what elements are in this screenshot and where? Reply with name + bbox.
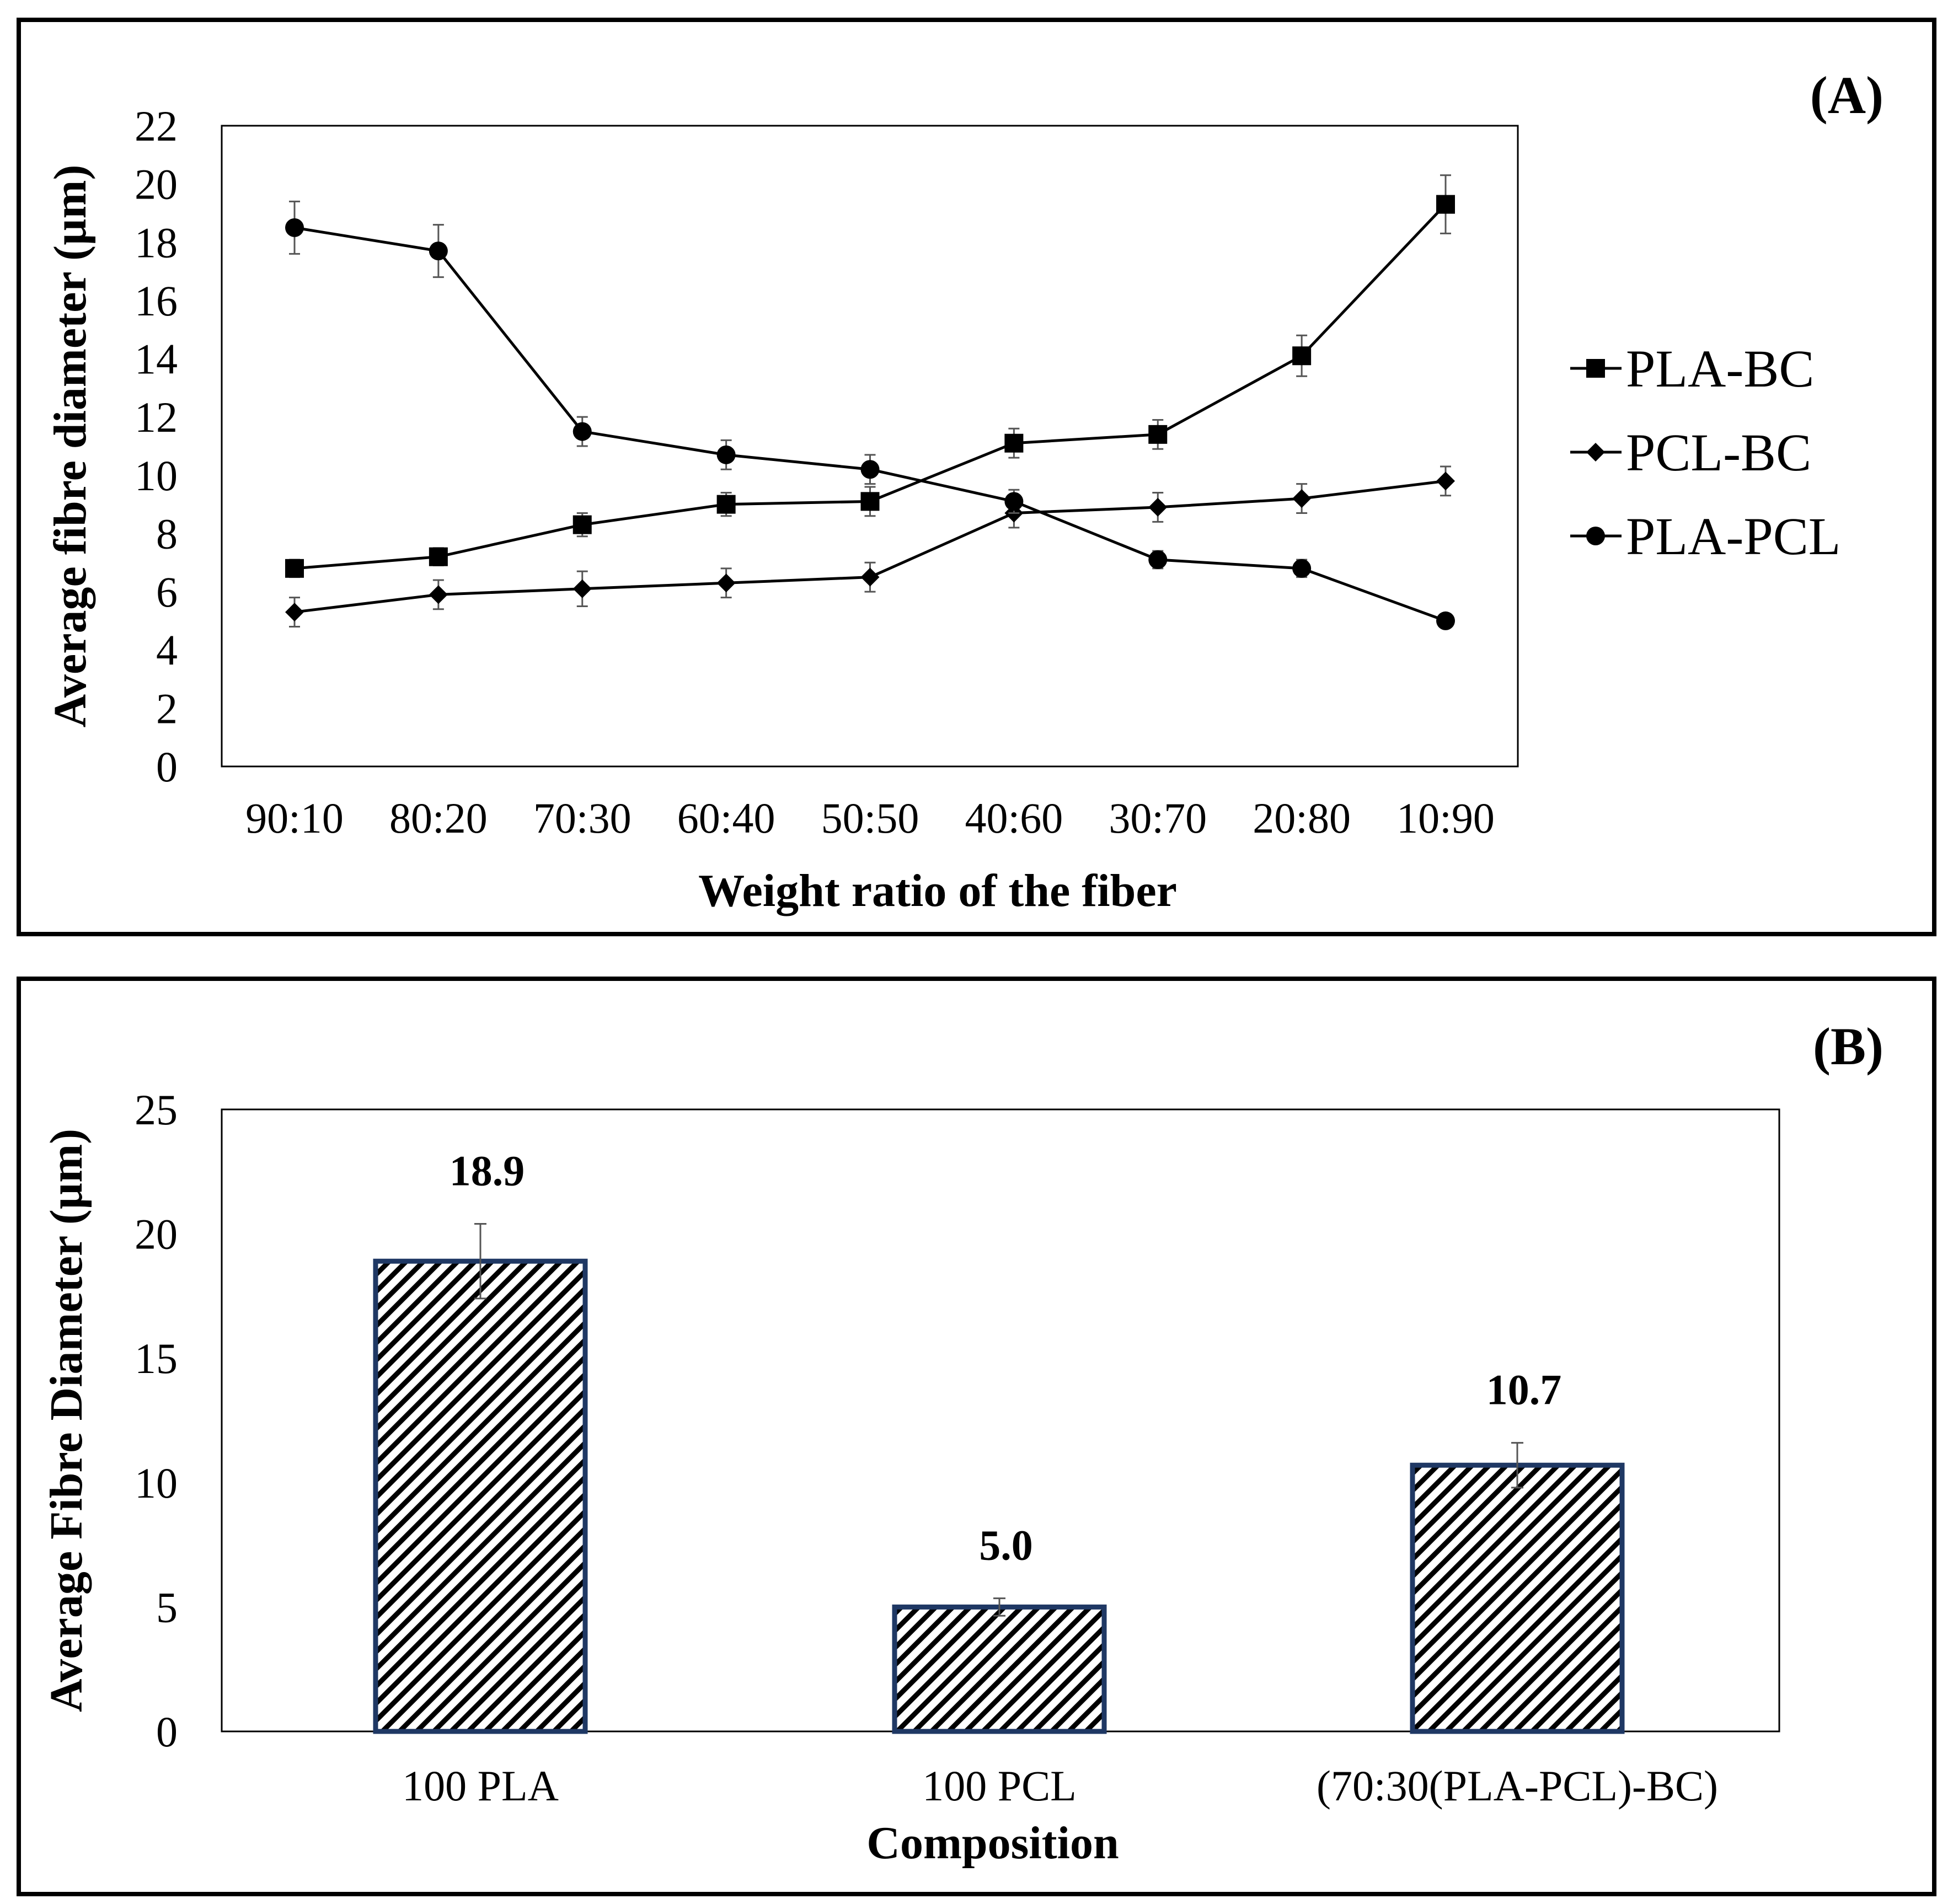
data-point-pla-pcl (1148, 550, 1168, 569)
panel-a-plot-area (221, 125, 1519, 768)
panel-b-y-tick-label: 0 (156, 1708, 178, 1756)
panel-b-y-tick-label: 25 (135, 1086, 178, 1134)
panel-a: (A) 0 2 4 6 8 10 12 14 16 18 20 22 90:10 80:20 70:30 6… (17, 18, 1936, 936)
panel-b-y-ticks: 0 5 10 15 20 25 (135, 1086, 178, 1756)
panel-a-x-tick-label: 20:80 (1253, 794, 1351, 842)
panel-a-x-tick-label: 30:70 (1109, 794, 1207, 842)
data-point-pla-bc (1004, 433, 1024, 453)
panel-a-y-tick-label: 6 (156, 568, 178, 616)
data-point-pla-pcl (860, 460, 880, 479)
legend-label: PLA-PCL (1626, 507, 1840, 566)
panel-a-x-tick-label: 70:30 (533, 794, 632, 842)
bar-data-label: 18.9 (450, 1147, 525, 1195)
error-bar (993, 1597, 1005, 1617)
data-point-pla-bc (1148, 425, 1168, 444)
series-pla-bc (285, 174, 1455, 578)
panel-b-bars: 18.9 5.0 10.7 (373, 1147, 1625, 1734)
panel-a-legend: PLA-BC PCL-BC PLA-PCL (1570, 339, 1840, 566)
panel-b-y-tick-label: 5 (156, 1583, 178, 1631)
panel-a-label: (A) (1810, 66, 1884, 125)
bar-100-pcl (892, 1604, 1107, 1734)
panel-a-x-tick-label: 10:90 (1396, 794, 1495, 842)
panel-b-y-tick-label: 20 (135, 1210, 178, 1258)
legend-label: PCL-BC (1626, 423, 1811, 482)
panel-a-y-tick-label: 12 (135, 393, 178, 441)
panel-a-x-tick-label: 60:40 (677, 794, 775, 842)
panel-a-x-axis-title: Weight ratio of the fiber (698, 865, 1177, 916)
data-point-pla-bc (429, 547, 448, 566)
series-pla-pcl (285, 200, 1455, 630)
panel-a-y-tick-label: 10 (135, 452, 178, 500)
data-point-pla-pcl (1004, 492, 1024, 511)
bar-data-label: 5.0 (979, 1521, 1033, 1569)
series-pcl-bc (285, 465, 1455, 627)
panel-b: (B) 0 5 10 15 20 25 18.9 5.0 10.7 100 PLA 100 PC… (17, 977, 1936, 1896)
legend-marker-pla-bc (1586, 359, 1605, 378)
legend-entry-pcl-bc: PCL-BC (1570, 423, 1811, 482)
legend-marker-pcl-bc (1586, 443, 1605, 462)
panel-a-y-tick-label: 4 (156, 626, 178, 674)
panel-a-y-tick-label: 20 (135, 160, 178, 208)
data-point-pcl-bc (285, 603, 304, 622)
legend-label: PLA-BC (1626, 339, 1814, 398)
data-point-pcl-bc (716, 573, 736, 593)
panel-b-border (17, 977, 1936, 1896)
data-point-pla-pcl (716, 445, 736, 464)
panel-a-y-tick-label: 0 (156, 743, 178, 791)
data-point-pcl-bc (1436, 471, 1455, 491)
bar-70-30-pla-pcl-bc (1410, 1462, 1625, 1734)
panel-a-y-tick-label: 16 (135, 277, 178, 325)
data-point-pcl-bc (572, 579, 592, 598)
data-point-pla-bc (285, 559, 304, 578)
panel-a-y-ticks: 0 2 4 6 8 10 12 14 16 18 20 22 (135, 102, 178, 791)
panel-b-label: (B) (1813, 1017, 1884, 1076)
error-bar (1511, 1442, 1523, 1489)
panel-b-x-ticks: 100 PLA 100 PCL (70:30(PLA-PCL)-BC) (402, 1762, 1718, 1810)
panel-a-x-ticks: 90:10 80:20 70:30 60:40 50:50 40:60 30:70 20:80… (245, 794, 1495, 842)
panel-b-x-tick-label: 100 PLA (402, 1762, 559, 1810)
panel-a-y-tick-label: 18 (135, 218, 178, 266)
data-point-pla-pcl (429, 242, 448, 261)
panel-b-y-tick-label: 15 (135, 1334, 178, 1382)
data-point-pcl-bc (1148, 497, 1168, 517)
data-point-pla-pcl (285, 218, 304, 237)
panel-a-x-tick-label: 90:10 (245, 794, 344, 842)
data-point-pla-bc (1436, 195, 1455, 214)
panel-b-x-axis-title: Composition (866, 1817, 1119, 1869)
panel-a-border (17, 18, 1936, 936)
panel-a-y-tick-label: 14 (135, 335, 178, 383)
data-point-pla-bc (860, 492, 880, 511)
data-point-pcl-bc (429, 585, 448, 604)
panel-a-y-tick-label: 2 (156, 684, 178, 732)
panel-a-x-tick-label: 40:60 (965, 794, 1063, 842)
legend-entry-pla-pcl: PLA-PCL (1570, 507, 1840, 566)
panel-b-y-tick-label: 10 (135, 1459, 178, 1507)
panel-b-x-tick-label: 100 PCL (922, 1762, 1077, 1810)
panel-a-x-tick-label: 80:20 (389, 794, 488, 842)
panel-b-y-axis-title: Average Fibre Diameter (µm) (41, 1129, 92, 1712)
panel-a-x-tick-label: 50:50 (821, 794, 919, 842)
panel-a-y-axis-title: Average fibre diameter (µm) (45, 164, 96, 727)
data-point-pla-pcl (1436, 611, 1455, 630)
data-point-pla-bc (716, 495, 736, 514)
legend-entry-pla-bc: PLA-BC (1570, 339, 1814, 398)
legend-marker-pla-pcl (1586, 527, 1605, 545)
bar-data-label: 10.7 (1486, 1366, 1562, 1414)
panel-b-x-tick-label: (70:30(PLA-PCL)-BC) (1317, 1762, 1718, 1810)
bar-100-pla (373, 1258, 588, 1734)
data-point-pla-pcl (572, 422, 592, 441)
data-point-pcl-bc (1292, 489, 1312, 508)
data-point-pla-pcl (1292, 559, 1312, 578)
data-point-pla-bc (572, 515, 592, 534)
panel-a-series (285, 174, 1455, 630)
panel-a-y-tick-label: 22 (135, 102, 178, 150)
data-point-pcl-bc (860, 567, 880, 587)
error-bar (474, 1223, 486, 1300)
data-point-pla-bc (1292, 346, 1312, 366)
panel-a-y-tick-label: 8 (156, 509, 178, 557)
